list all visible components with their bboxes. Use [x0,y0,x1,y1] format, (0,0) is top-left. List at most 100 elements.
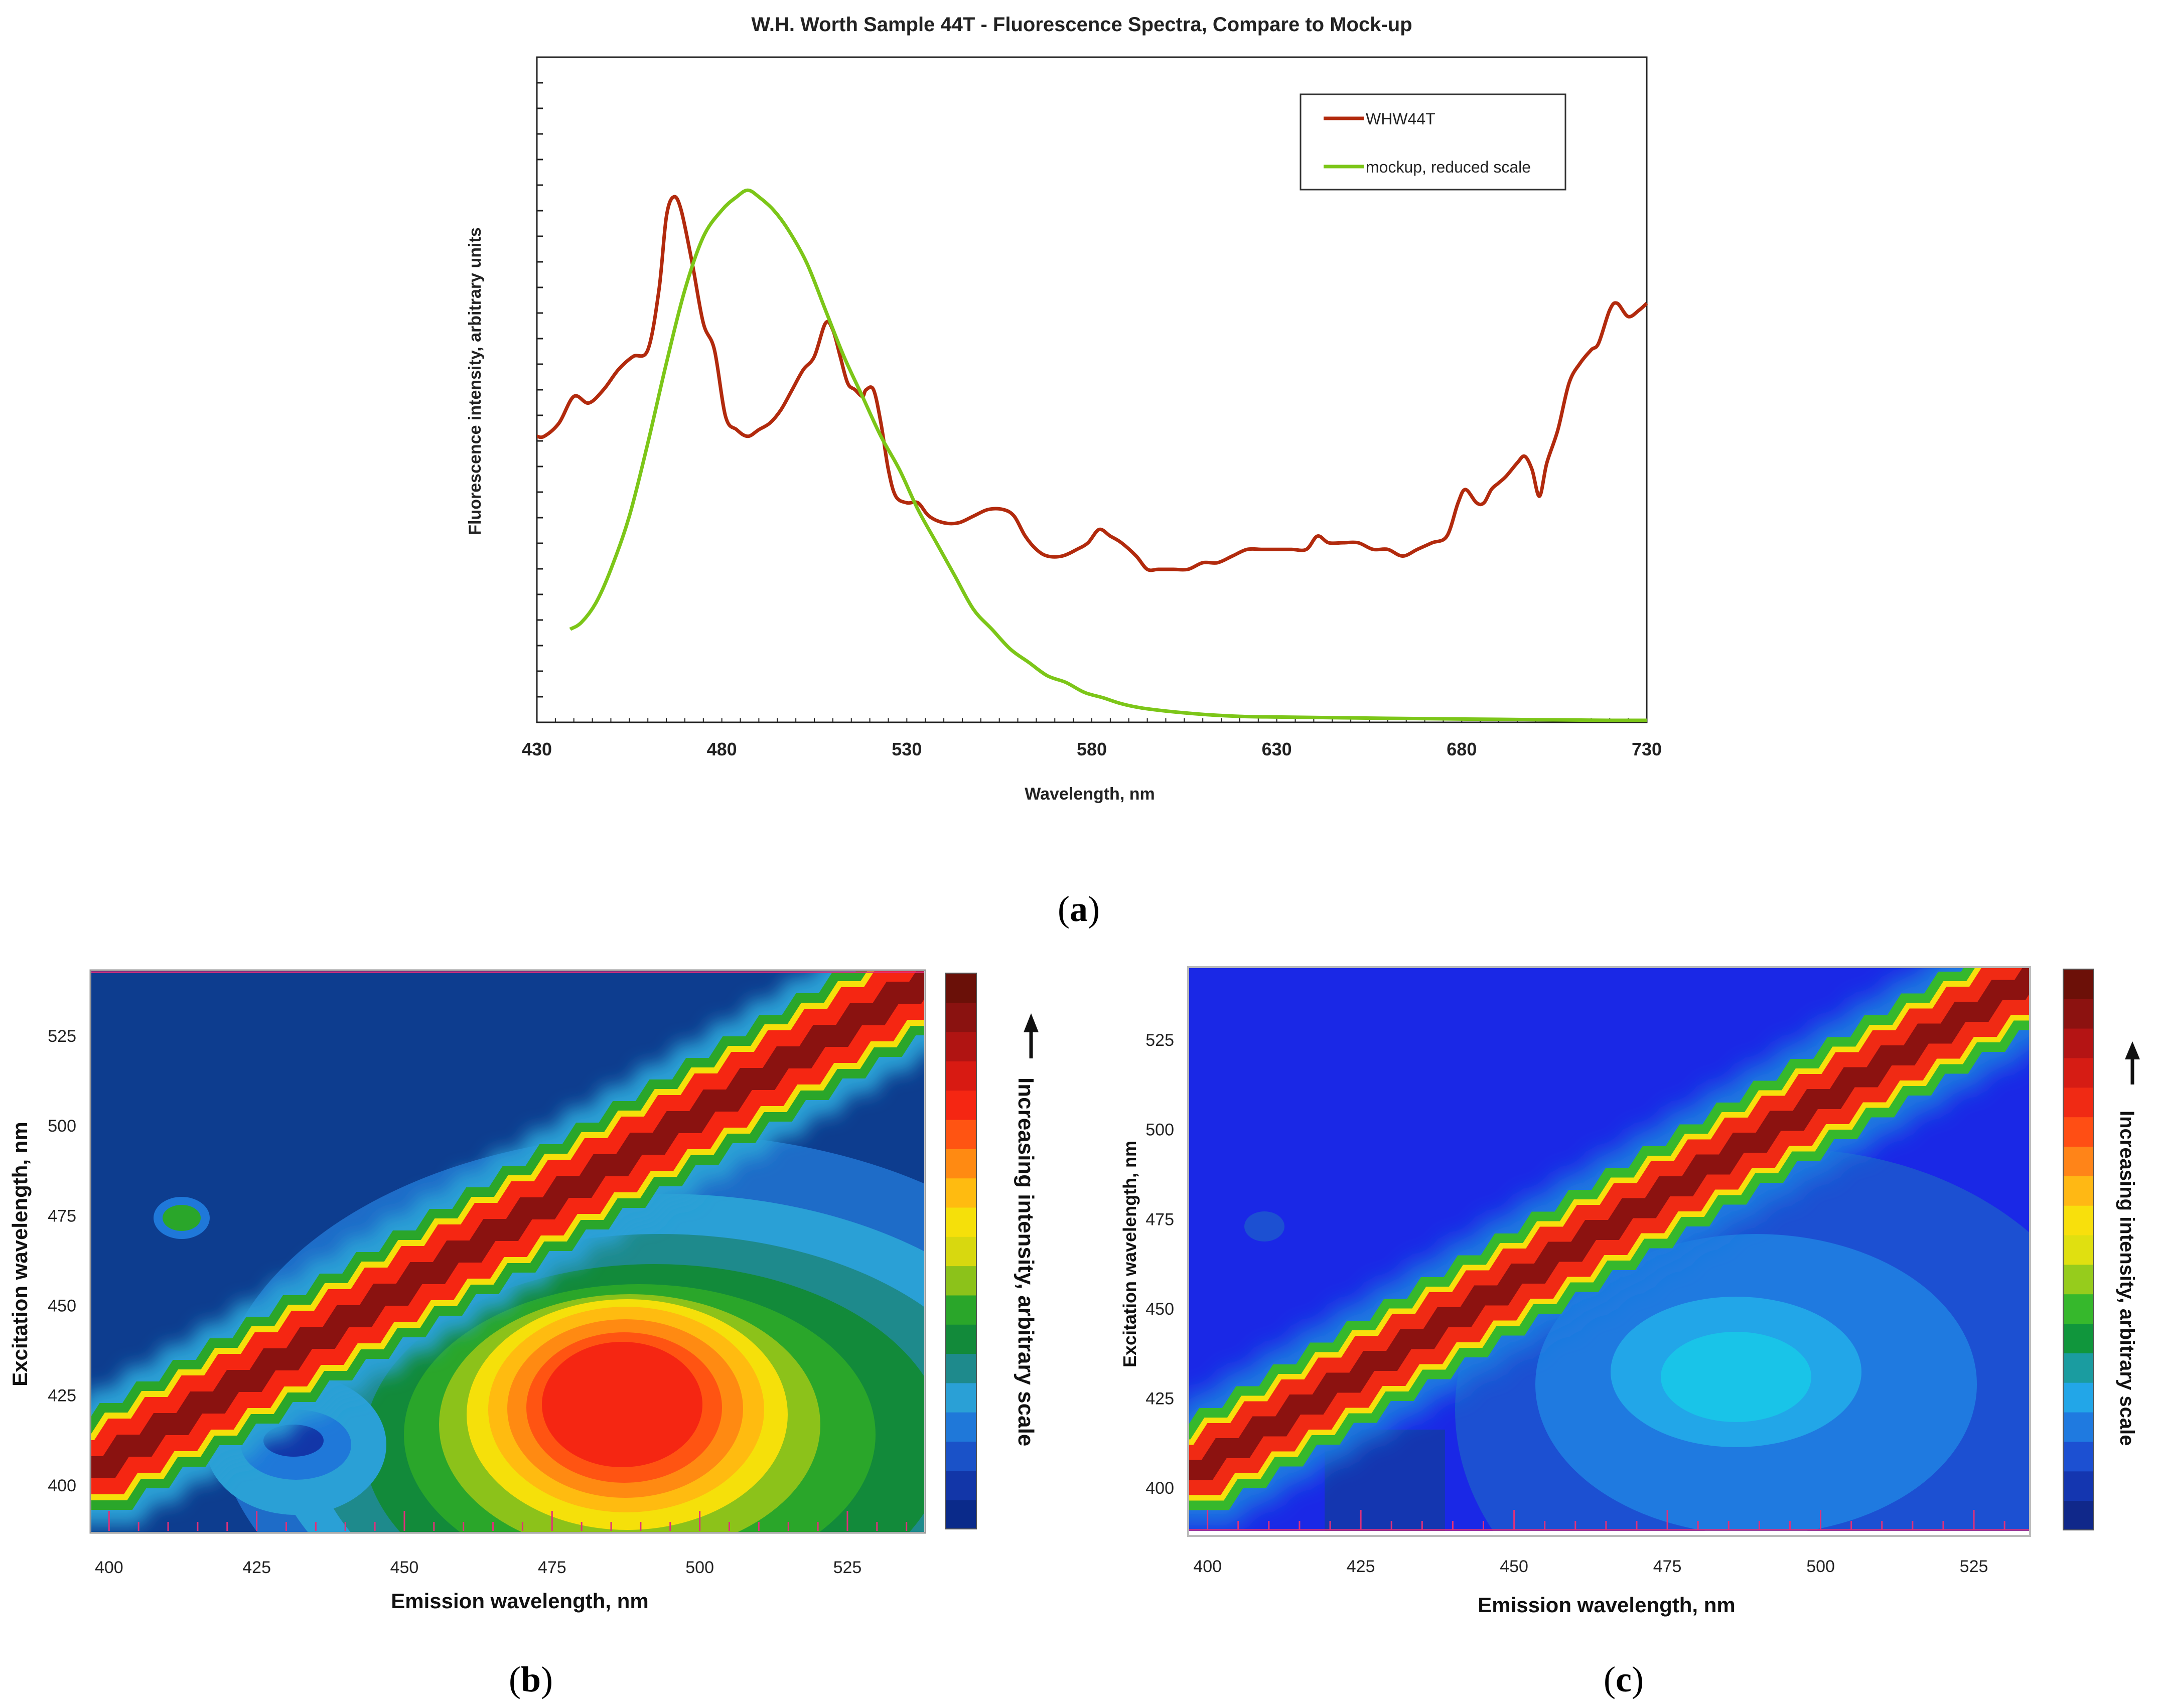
chart-a-title: W.H. Worth Sample 44T - Fluorescence Spe… [751,14,1412,36]
heatmap-b-x-tick-labels: 400 425 450 475 500 525 [95,1558,861,1577]
x-tick-label: 475 [538,1558,566,1577]
heatmap-c-frame [1187,966,2031,1537]
heatmap-b-colorbar-label: Increasing intensity, arbitrary scale [1014,1077,1038,1446]
x-tick-label: 425 [1347,1557,1375,1576]
colorbar-segment [2063,1234,2093,1265]
chart-a-legend: WHW44T mockup, reduced scale [1300,93,1566,191]
heatmap-c-minor-spot [1244,1211,1284,1241]
colorbar-segment [945,1060,976,1091]
heatmap-c-x-ticks [1207,1510,2005,1530]
heatmap-c-scatter-band [1189,968,2029,1525]
panel-a-line-chart: W.H. Worth Sample 44T - Fluorescence Spe… [466,14,1662,929]
colorbar-segment [945,1178,976,1208]
x-tick-label: 500 [685,1558,714,1577]
heatmap-c-x-tick-labels: 400 425 450 475 500 525 [1193,1557,1988,1576]
y-tick-label: 400 [48,1476,76,1495]
y-tick-label: 425 [48,1386,76,1406]
heatmap-c-x-axis-label: Emission wavelength, nm [1478,1593,1735,1617]
colorbar-segment [2063,998,2093,1029]
heatmap-b-y-axis-label: Excitation wavelength, nm [8,1122,32,1386]
contour-level-11 [542,1342,702,1467]
y-tick-label: 500 [48,1117,76,1136]
colorbar-segment [2063,1028,2093,1058]
colorbar-segment [945,1295,976,1325]
colorbar-segment [2063,1382,2093,1413]
legend-label-whw44t: WHW44T [1366,110,1435,128]
y-tick-label: 450 [1145,1300,1174,1319]
colorbar-segment [945,1324,976,1354]
x-tick-label: 530 [892,739,922,759]
y-tick-label: 525 [48,1027,76,1046]
colorbar-segment [2063,1205,2093,1235]
x-tick-label: 430 [522,739,552,759]
heatmap-b-colorbar [945,973,977,1529]
colorbar-segment [2063,1441,2093,1472]
heatmap-c-y-tick-labels: 400 425 450 475 500 525 [1145,1031,1174,1498]
series-line-whw44t [536,195,1648,572]
colorbar-segment [2063,1057,2093,1088]
chart-a-y-ticks [537,56,543,723]
colorbar-segment [945,1031,976,1061]
y-tick-label: 475 [1145,1210,1174,1229]
heatmap-b-minor-spot [154,1197,210,1239]
legend-box [1300,93,1566,191]
colorbar-segment [2063,1323,2093,1353]
panel-c-heatmap: 400 425 450 475 500 525 400 425 450 475 500 525 Em… [1119,966,2140,1699]
x-tick-label: 450 [1500,1557,1528,1576]
colorbar-segment [945,1266,976,1296]
legend-label-mockup: mockup, reduced scale [1366,158,1531,176]
heatmap-b-plot-area [91,971,924,1532]
colorbar-segment [945,1090,976,1120]
colorbar-segment [945,1119,976,1149]
x-tick-label: 450 [390,1558,419,1577]
colorbar-segment [945,1470,976,1500]
x-tick-label: 525 [833,1558,862,1577]
heatmap-c-colorbar-arrow [2125,1041,2140,1084]
heatmap-b-colorbar-arrow [1024,1013,1039,1058]
heatmap-b-x-ticks [108,1511,908,1531]
heatmap-b-scatter-band [91,971,924,1525]
y-tick-label: 500 [1145,1121,1174,1140]
caption-b: (b) [509,1659,553,1699]
series-line-mockup [569,188,1647,722]
colorbar-segment [2063,1146,2093,1176]
colorbar-outline [945,973,977,1529]
heatmap-b-y-tick-labels: 400 425 450 475 500 525 [48,1027,76,1495]
caption-c: (c) [1604,1659,1644,1699]
x-tick-label: 480 [707,739,737,759]
colorbar-segment [2063,1264,2093,1295]
arrow-up-icon [2125,1041,2140,1059]
y-tick-label: 425 [1145,1389,1174,1409]
chart-a-series [536,188,1648,722]
heatmap-c-y-axis-label: Excitation wavelength, nm [1119,1141,1140,1367]
x-tick-label: 475 [1653,1557,1682,1576]
x-tick-label: 400 [95,1558,123,1577]
x-tick-label: 630 [1262,739,1292,759]
colorbar-outline [2063,969,2094,1530]
heatmap-c-plot-area [1189,968,2029,1531]
x-tick-label: 500 [1806,1557,1835,1576]
x-tick-label: 730 [1632,739,1662,759]
minor-spot-core [163,1205,201,1231]
colorbar-segment [945,1412,976,1442]
scatter-band-darkred [1189,968,2029,1480]
colorbar-segment [945,1207,976,1237]
colorbar-segment [945,1148,976,1179]
panel-b-heatmap: 400 425 450 475 500 525 400 425 450 475 500 525 Em… [8,969,1039,1699]
arrow-up-icon [1024,1013,1039,1032]
x-tick-label: 580 [1077,739,1107,759]
y-tick-label: 450 [48,1297,76,1316]
contour-level-4 [1661,1332,1811,1422]
colorbar-segment [2063,1117,2093,1147]
chart-a-x-axis-label: Wavelength, nm [1025,785,1155,804]
heatmap-b-frame [89,969,926,1534]
caption-a: (a) [1058,889,1100,929]
y-tick-label: 475 [48,1206,76,1225]
x-tick-label: 400 [1193,1557,1222,1576]
colorbar-segment [945,1382,976,1413]
y-tick-label: 525 [1145,1031,1174,1050]
x-tick-label: 680 [1447,739,1477,759]
colorbar-segment [945,1353,976,1383]
x-tick-label: 525 [1960,1557,1988,1576]
